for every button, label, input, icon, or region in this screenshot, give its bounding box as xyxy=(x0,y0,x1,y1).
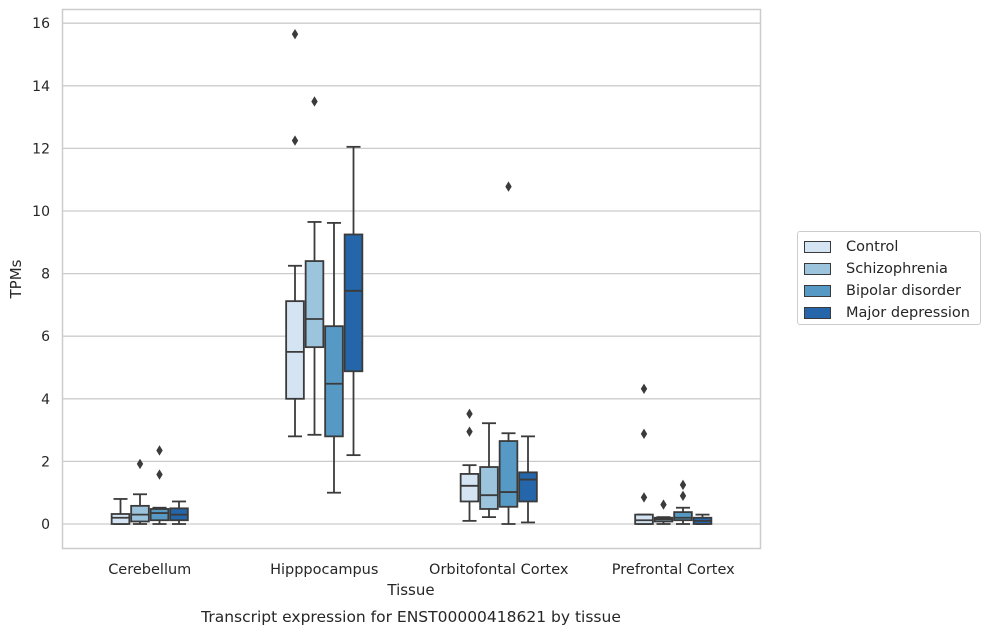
outlier-control-hipppocampus-1 xyxy=(291,28,299,40)
outlier-bipolar-disorder-prefrontal-cortex-1 xyxy=(679,479,687,491)
box-bipolar-disorder-orbitofontal-cortex xyxy=(498,181,519,525)
box-body-major-depression-orbitofontal-cortex xyxy=(518,471,538,503)
plot-frame xyxy=(61,8,762,550)
legend-item-major-depression: Major depression xyxy=(804,304,970,322)
box-body-bipolar-disorder-prefrontal-cortex xyxy=(673,511,693,522)
x-tick-label-hipppocampus: Hipppocampus xyxy=(270,562,378,578)
box-body-control-prefrontal-cortex xyxy=(634,513,654,525)
legend-swatch-control xyxy=(804,241,831,253)
box-schizophrenia-prefrontal-cortex xyxy=(653,499,674,525)
box-control-orbitofontal-cortex xyxy=(459,408,480,522)
x-tick-label-prefrontal-cortex: Prefrontal Cortex xyxy=(612,562,735,578)
outlier-control-prefrontal-cortex-1 xyxy=(640,428,648,440)
box-plot-area xyxy=(110,28,713,525)
y-axis-ticks: 0 2 4 6 8 10 12 14 16 xyxy=(32,16,50,533)
box-control-cerebellum xyxy=(110,498,131,525)
x-axis-ticks: Cerebellum Hipppocampus Orbitofontal Corte… xyxy=(108,562,735,578)
chart-title: Transcript expression for ENST0000041862… xyxy=(200,608,621,626)
box-major-depression-orbitofontal-cortex xyxy=(518,435,538,524)
box-bipolar-disorder-cerebellum xyxy=(149,445,170,525)
y-tick-label-0: 0 xyxy=(41,517,50,533)
outlier-bipolar-disorder-cerebellum-0 xyxy=(156,469,163,480)
outlier-control-prefrontal-cortex-0 xyxy=(640,492,648,503)
legend-label-schizophrenia: Schizophrenia xyxy=(846,261,948,277)
box-body-bipolar-disorder-orbitofontal-cortex xyxy=(498,440,519,508)
box-bipolar-disorder-prefrontal-cortex xyxy=(673,479,693,525)
box-body-major-depression-hipppocampus xyxy=(343,233,364,373)
box-body-control-hipppocampus xyxy=(285,300,305,400)
outlier-control-orbitofontal-cortex-0 xyxy=(466,426,473,437)
outlier-schizophrenia-prefrontal-cortex-0 xyxy=(660,499,667,510)
box-body-control-orbitofontal-cortex xyxy=(459,473,480,503)
y-tick-label-6: 6 xyxy=(41,329,50,345)
box-body-schizophrenia-cerebellum xyxy=(130,504,150,523)
y-tick-label-16: 16 xyxy=(32,16,50,32)
legend-swatch-schizophrenia xyxy=(804,263,831,275)
box-body-control-cerebellum xyxy=(110,513,131,525)
x-tick-label-orbitofontal-cortex: Orbitofontal Cortex xyxy=(429,562,569,578)
outlier-control-hipppocampus-0 xyxy=(291,135,299,146)
box-major-depression-prefrontal-cortex xyxy=(692,513,713,525)
outlier-schizophrenia-hipppocampus-0 xyxy=(311,96,318,107)
legend-label-bipolar-disorder: Bipolar disorder xyxy=(846,283,961,299)
box-body-bipolar-disorder-hipppocampus xyxy=(324,325,344,438)
legend-label-major-depression: Major depression xyxy=(846,305,970,321)
box-bipolar-disorder-hipppocampus xyxy=(324,221,344,494)
outlier-control-orbitofontal-cortex-1 xyxy=(466,408,473,420)
y-tick-label-8: 8 xyxy=(41,267,50,283)
y-tick-label-2: 2 xyxy=(41,454,50,470)
box-control-hipppocampus xyxy=(285,28,305,438)
y-tick-label-10: 10 xyxy=(32,204,50,220)
x-tick-label-cerebellum: Cerebellum xyxy=(108,562,191,578)
gridlines xyxy=(62,22,761,525)
y-axis-label: TPMs xyxy=(7,259,25,299)
legend-item-control: Control xyxy=(804,238,898,256)
box-control-prefrontal-cortex xyxy=(634,383,654,525)
x-axis-label: Tissue xyxy=(386,581,434,599)
box-schizophrenia-orbitofontal-cortex xyxy=(479,422,499,519)
legend-item-schizophrenia: Schizophrenia xyxy=(804,260,948,278)
box-body-schizophrenia-orbitofontal-cortex xyxy=(479,466,499,510)
y-tick-label-4: 4 xyxy=(41,392,50,408)
legend-swatch-major-depression xyxy=(804,307,831,319)
outlier-bipolar-disorder-cerebellum-1 xyxy=(156,445,163,456)
legend-swatch-bipolar-disorder xyxy=(804,285,831,297)
box-schizophrenia-hipppocampus xyxy=(304,96,325,436)
box-major-depression-hipppocampus xyxy=(343,145,364,457)
box-schizophrenia-cerebellum xyxy=(130,458,150,525)
outlier-bipolar-disorder-prefrontal-cortex-0 xyxy=(679,490,687,502)
outlier-control-prefrontal-cortex-2 xyxy=(640,383,648,394)
legend-label-control: Control xyxy=(846,239,899,255)
legend-item-bipolar-disorder: Bipolar disorder xyxy=(804,282,961,300)
box-body-schizophrenia-hipppocampus xyxy=(304,260,325,349)
outlier-schizophrenia-cerebellum-0 xyxy=(136,458,144,470)
y-tick-label-14: 14 xyxy=(32,79,50,95)
legend: Control Schizophrenia Bipolar disorder M… xyxy=(797,231,981,325)
y-tick-label-12: 12 xyxy=(32,141,50,157)
box-major-depression-cerebellum xyxy=(169,500,189,525)
box-body-bipolar-disorder-cerebellum xyxy=(149,508,170,522)
outlier-bipolar-disorder-orbitofontal-cortex-0 xyxy=(505,181,512,192)
